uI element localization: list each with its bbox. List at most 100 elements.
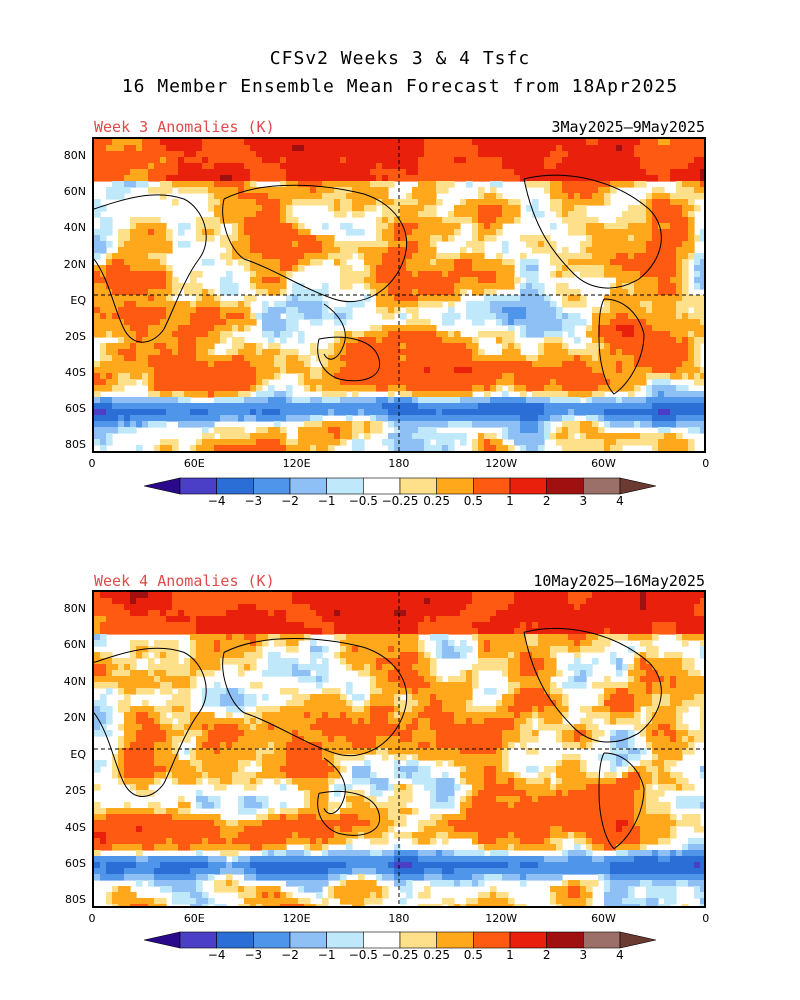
- longitude-tick-label: 0: [88, 912, 96, 925]
- colorbar-tick-label: −0.25: [381, 948, 419, 962]
- longitude-tick-label: 60E: [183, 912, 205, 925]
- longitude-tick-label: 0: [702, 912, 710, 925]
- colorbar-swatch: [546, 931, 584, 949]
- colorbar-swatch: [216, 931, 254, 949]
- colorbar-tick-label: −4: [207, 494, 226, 508]
- coastline: [317, 790, 381, 836]
- title-line-1: CFSv2 Weeks 3 & 4 Tsfc: [269, 48, 531, 69]
- colorbar-swatch: [546, 477, 584, 495]
- colorbar-swatch: [583, 931, 621, 949]
- latitude-tick-label: EQ: [70, 293, 86, 307]
- coastline: [323, 757, 346, 815]
- colorbar-tick-label: 4: [616, 494, 624, 508]
- latitude-tick-label: 80S: [65, 893, 86, 907]
- colorbar-tick-label: 2: [542, 948, 551, 962]
- title-line-2: 16 Member Ensemble Mean Forecast from 18…: [121, 76, 679, 97]
- coastline: [317, 336, 381, 382]
- colorbar-swatch: [289, 477, 327, 495]
- longitude-tick-label: 180: [388, 457, 410, 470]
- longitude-tick-label: 120W: [485, 912, 518, 925]
- colorbar-tick-label: −3: [244, 494, 263, 508]
- latitude-tick-label: 80N: [63, 148, 86, 162]
- anomaly-field: [94, 592, 704, 906]
- latitude-tick-label: 40S: [65, 366, 86, 380]
- coastline: [94, 647, 207, 797]
- colorbar-tick-label: 0.5: [463, 494, 483, 508]
- colorbar-swatch: [326, 931, 364, 949]
- coastline: [222, 638, 408, 757]
- colorbar-arrow-high: [619, 931, 657, 949]
- colorbar-tick-label: −0.5: [348, 948, 378, 962]
- coastline: [598, 298, 645, 395]
- colorbar-swatch: [473, 931, 511, 949]
- colorbar-swatch: [216, 477, 254, 495]
- latitude-tick-label: 60N: [63, 185, 86, 199]
- colorbar-tick-label: 1: [506, 494, 514, 508]
- colorbar-swatch: [509, 931, 547, 949]
- colorbar-swatch: [399, 477, 437, 495]
- panel-title: Week 3 Anomalies (K): [94, 118, 275, 136]
- coastline: [523, 174, 662, 289]
- longitude-tick-label: 120E: [282, 912, 311, 925]
- anomaly-map: [92, 137, 706, 453]
- coastline: [598, 752, 645, 850]
- longitude-tick-label: 60W: [591, 457, 616, 470]
- latitude-tick-label: 20N: [63, 711, 86, 725]
- colorbar-tick-label: 3: [579, 494, 588, 508]
- latitude-tick-label: 80N: [63, 602, 86, 616]
- colorbar: [140, 474, 660, 502]
- coastline: [222, 184, 408, 303]
- colorbar-swatch: [253, 477, 291, 495]
- latitude-tick-label: 80S: [65, 438, 86, 452]
- longitude-tick-label: 180: [388, 912, 410, 925]
- colorbar-swatch: [326, 477, 364, 495]
- longitude-tick-label: 120E: [282, 457, 311, 470]
- longitude-tick-label: 120W: [485, 457, 518, 470]
- colorbar-tick-label: 3: [579, 948, 588, 962]
- latitude-tick-label: 20N: [63, 257, 86, 271]
- longitude-tick-label: 60E: [183, 457, 205, 470]
- colorbar-arrow-low: [143, 931, 181, 949]
- latitude-tick-label: EQ: [70, 747, 86, 761]
- colorbar-tick-label: 1: [506, 948, 514, 962]
- anomaly-field: [94, 139, 704, 451]
- coastline: [523, 627, 662, 743]
- coastline: [94, 194, 207, 343]
- panel-dates: 10May2025–16May2025: [533, 572, 705, 590]
- colorbar-tick-label: 2: [542, 494, 551, 508]
- coastline: [323, 303, 346, 360]
- colorbar-swatch: [179, 477, 217, 495]
- colorbar: [140, 928, 660, 956]
- colorbar-tick-label: −3: [244, 948, 263, 962]
- colorbar-tick-label: −4: [207, 948, 226, 962]
- colorbar-tick-label: −0.25: [381, 494, 419, 508]
- anomaly-map: [92, 590, 706, 908]
- colorbar-tick-label: 0.5: [463, 948, 483, 962]
- colorbar-swatch: [399, 931, 437, 949]
- colorbar-tick-label: 0.25: [423, 494, 451, 508]
- longitude-tick-label: 0: [702, 457, 710, 470]
- colorbar-tick-label: −1: [317, 948, 336, 962]
- colorbar-arrow-high: [619, 477, 657, 495]
- longitude-tick-label: 60W: [591, 912, 616, 925]
- colorbar-swatch: [179, 931, 217, 949]
- colorbar-swatch: [583, 477, 621, 495]
- colorbar-arrow-low: [143, 477, 181, 495]
- panel-title: Week 4 Anomalies (K): [94, 572, 275, 590]
- colorbar-swatch: [473, 477, 511, 495]
- latitude-tick-label: 60S: [65, 402, 86, 416]
- longitude-tick-label: 0: [88, 457, 96, 470]
- colorbar-swatch: [253, 931, 291, 949]
- latitude-tick-label: 20S: [65, 329, 86, 343]
- colorbar-tick-label: −0.5: [348, 494, 378, 508]
- colorbar-swatch: [436, 931, 474, 949]
- latitude-tick-label: 40N: [63, 221, 86, 235]
- colorbar-swatch: [363, 477, 401, 495]
- colorbar-tick-label: 0.25: [423, 948, 451, 962]
- colorbar-swatch: [509, 477, 547, 495]
- latitude-tick-label: 40S: [65, 820, 86, 834]
- colorbar-tick-label: −2: [281, 494, 299, 508]
- colorbar-swatch: [289, 931, 327, 949]
- colorbar-swatch: [436, 477, 474, 495]
- colorbar-swatch: [363, 931, 401, 949]
